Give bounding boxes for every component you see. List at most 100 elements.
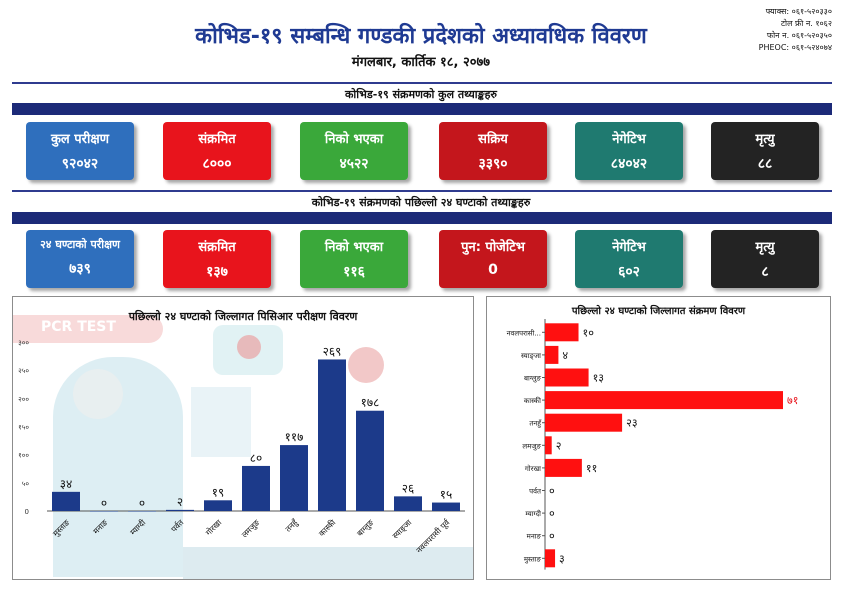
category-label: कास्की	[317, 517, 339, 539]
card-24h-negative: नेगेटिभ ६०२	[575, 230, 683, 288]
card-value: ६०२	[618, 264, 640, 280]
last24-section-title: कोभिड-१९ संक्रमणको पछिल्लो २४ घण्टाको तथ…	[311, 196, 531, 209]
pcr-watermark-bottom: PCR	[303, 532, 328, 545]
category-label: पर्वत	[169, 517, 186, 534]
bar-value-label: ०	[101, 496, 107, 510]
total-section-title: कोभिड-१९ संक्रमणको कुल तथ्याङ्कहरु	[344, 88, 497, 101]
card-label: निको भएका	[324, 132, 384, 147]
category-label: तनहुँ	[529, 419, 542, 429]
category-label: म्याग्दी	[128, 517, 148, 537]
y-tick-label: ५०	[22, 480, 30, 488]
card-label: कुल परीक्षण	[50, 132, 110, 147]
card-negative: नेगेटिभ ८४०४२	[575, 122, 683, 180]
card-value: ८८	[757, 156, 773, 172]
bar-4	[545, 413, 623, 432]
bar-10	[432, 502, 460, 511]
category-label: बाग्लुङ	[524, 375, 542, 383]
bar-value-label: ४	[562, 349, 568, 362]
card-label: सक्रिय	[478, 132, 508, 147]
section-band	[12, 103, 832, 115]
card-deaths: मृत्यु ८८	[711, 122, 819, 180]
card-24h-tests: २४ घण्टाको परीक्षण ७३९	[26, 230, 134, 288]
category-label: मनाङ	[527, 533, 542, 541]
category-label: नवलपरासी...	[507, 328, 541, 337]
card-value: ८०००	[202, 156, 232, 172]
section-band	[12, 212, 832, 224]
bar-value-label: १५	[440, 488, 452, 502]
y-tick-label: १५०	[18, 424, 29, 432]
card-24h-recovered: निको भएका ११६	[300, 230, 408, 288]
category-label: मुस्ताङ	[524, 555, 542, 563]
y-tick-label: २५०	[18, 367, 29, 375]
category-label: मुस्ताङ	[51, 517, 73, 539]
pcr-watermark-top: PCR TEST	[41, 319, 116, 335]
bar-value-label: ०	[549, 485, 555, 498]
bar-0	[52, 491, 80, 511]
lab-bench	[183, 547, 473, 579]
category-label: लमजुङ	[240, 517, 263, 540]
bar-2	[128, 511, 156, 512]
contact-phone: फोन न. ०६१-५२०३५०	[766, 31, 832, 40]
bar-1	[90, 511, 118, 512]
bar-5	[545, 436, 552, 455]
bar-value-label: १०	[583, 326, 595, 339]
divider	[12, 190, 832, 192]
category-label: तनहुँ	[283, 517, 301, 535]
pcr-chart-panel: PCR TEST PCR पछिल्लो २४ घण्टाको जिल्लागत…	[12, 296, 474, 580]
virus-icon	[348, 347, 384, 383]
bar-3	[545, 391, 783, 410]
card-24h-repositive: पुन: पोजेटिभ 0	[439, 230, 547, 288]
bar-1	[545, 345, 559, 364]
y-tick-label: १००	[18, 452, 29, 460]
card-24h-deaths: मृत्यु ८	[711, 230, 819, 288]
card-label: नेगेटिभ	[612, 132, 646, 147]
bar-value-label: १९	[212, 485, 224, 499]
card-value: ८	[761, 264, 769, 280]
pcr-chart-title: पछिल्लो २४ घण्टाको जिल्लागत पिसिआर परीक्…	[128, 310, 358, 323]
pcr-banner	[13, 315, 163, 343]
card-label: संक्रमित	[198, 240, 236, 255]
bar-value-label: ७१	[787, 394, 798, 407]
bar-3	[166, 509, 194, 511]
pcr-bar-chart: 0 ५० १०० १५० २०० २५० ३०० ३४ मुस्ताङ ० मनाङ ० म्याग्द…	[18, 339, 465, 556]
card-value: ७३९	[69, 261, 91, 277]
category-label: गोरखा	[203, 517, 224, 538]
y-tick-label: ३००	[18, 339, 29, 347]
card-active: सक्रिय ३३९०	[439, 122, 547, 180]
bar-4	[204, 500, 232, 511]
face-shield-icon	[73, 369, 123, 419]
category-label: नवलपरासी पूर्व	[414, 517, 453, 556]
contact-tollfree: टोल फ्री न. १०६२	[780, 19, 832, 28]
card-value: ३३९०	[478, 156, 508, 172]
y-tick-label: 0	[25, 508, 29, 516]
bar-5	[242, 465, 270, 511]
category-label: कास्की	[524, 396, 541, 405]
bar-value-label: ८०	[250, 451, 262, 465]
bar-value-label: ३	[559, 552, 565, 565]
bar-value-label: ०	[139, 496, 145, 510]
bar-value-label: १३	[593, 372, 604, 385]
bar-value-label: २	[556, 439, 562, 452]
bar-6	[280, 445, 308, 511]
card-infected: संक्रमित ८०००	[163, 122, 271, 180]
infection-bar-chart: नवलपरासी... १० स्याङ्जा ४ बाग्लुङ १३ कास्की ७१ त…	[507, 319, 798, 570]
bar-value-label: २	[177, 495, 183, 509]
divider	[12, 82, 832, 84]
bar-6	[545, 458, 582, 477]
category-label: लमजुङ	[522, 442, 541, 450]
card-value: ८४०४२	[610, 156, 648, 172]
contact-pheoc: PHEOC: ०६१-५२४०७४	[758, 43, 832, 52]
bar-value-label: ०	[549, 507, 555, 520]
card-label: मृत्यु	[755, 132, 775, 147]
contact-info: फ्याक्स: ०६१-५२०३३० टोल फ्री न. १०६२ फोन…	[759, 6, 832, 54]
card-total-tests: कुल परीक्षण ९२०४२	[26, 122, 134, 180]
infection-chart-title: पछिल्लो २४ घण्टाको जिल्लागत संक्रमण विवर…	[571, 306, 746, 317]
bar-value-label: २६	[402, 481, 414, 495]
bar-value-label: ०	[549, 530, 555, 543]
card-label: पुन: पोजेटिभ	[461, 240, 525, 255]
bar-value-label: २६९	[323, 344, 342, 358]
card-label: निको भएका	[324, 240, 384, 255]
card-recovered: निको भएका ४५२२	[300, 122, 408, 180]
page-title: कोभिड-१९ सम्बन्धि गण्डकी प्रदेशको अध्याव…	[195, 24, 647, 49]
infection-chart-panel: पछिल्लो २४ घण्टाको जिल्लागत संक्रमण विवर…	[486, 296, 831, 580]
